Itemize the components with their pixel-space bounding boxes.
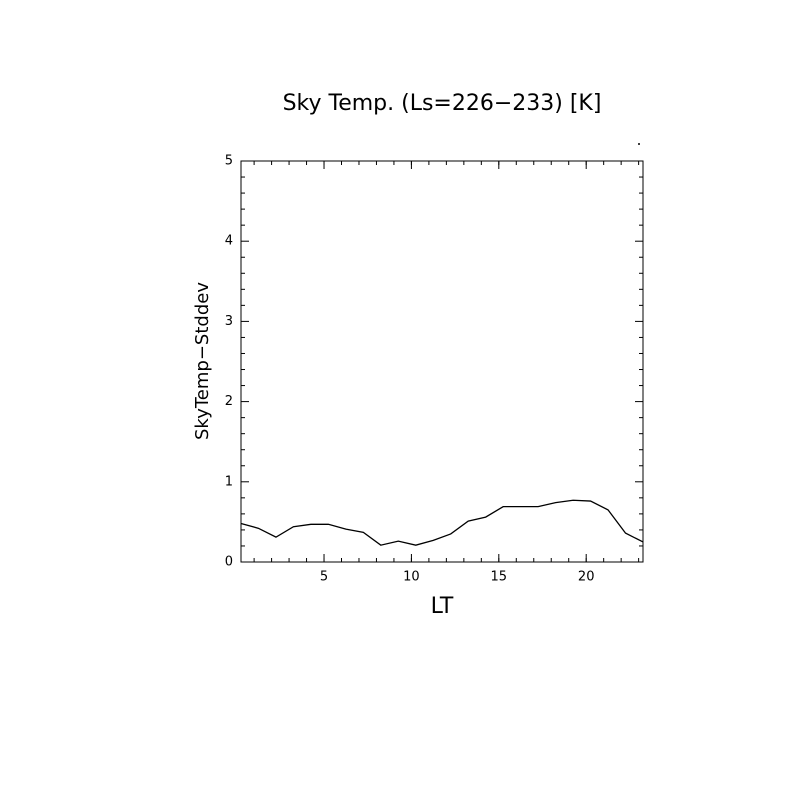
line-series	[240, 499, 644, 546]
y-tick-label: 3	[225, 314, 233, 329]
x-tick-label: 15	[491, 570, 508, 585]
y-tick-label: 1	[225, 474, 233, 489]
y-axis-label: SkyTemp−Stddev	[192, 282, 213, 440]
y-tick-label: 2	[225, 394, 233, 409]
x-axis-label: LT	[431, 594, 454, 619]
x-tick-label: 5	[320, 570, 328, 585]
dot	[638, 143, 640, 145]
x-tick-label: 20	[578, 570, 595, 585]
y-tick-label: 0	[225, 555, 233, 570]
chart-title: Sky Temp. (Ls=226−233) [K]	[283, 91, 602, 116]
y-tick-label: 5	[225, 154, 233, 169]
plot-frame	[240, 160, 644, 563]
x-tick-label: 10	[403, 570, 420, 585]
y-tick-label: 4	[225, 234, 233, 249]
